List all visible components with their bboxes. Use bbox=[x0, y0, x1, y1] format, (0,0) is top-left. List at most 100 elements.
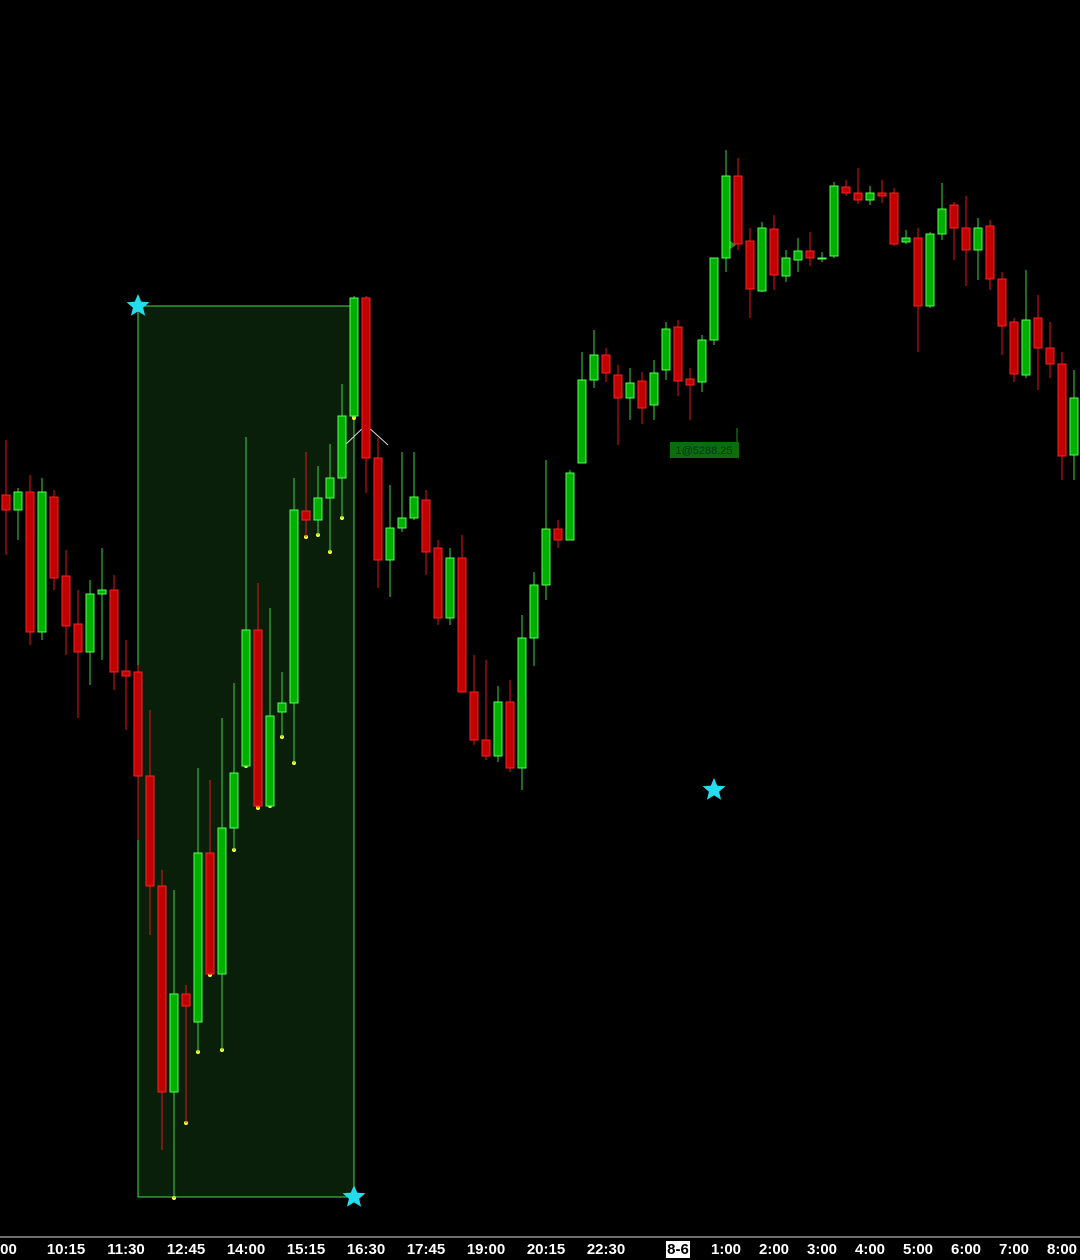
candle-body bbox=[469, 691, 479, 741]
star bbox=[702, 778, 726, 800]
order-label: 1@5288.25 bbox=[675, 445, 732, 457]
candle-body bbox=[193, 852, 203, 1023]
candle-body bbox=[565, 472, 575, 541]
candle-body bbox=[589, 354, 599, 381]
candle-body bbox=[1009, 321, 1019, 375]
candle-body bbox=[85, 593, 95, 653]
candle-body bbox=[721, 175, 731, 259]
candle-body bbox=[841, 186, 851, 194]
candle-body bbox=[649, 372, 659, 406]
x-tick-label: 5:00 bbox=[903, 1241, 933, 1258]
candle-body bbox=[421, 499, 431, 553]
candle-body bbox=[997, 278, 1007, 327]
candle-body bbox=[757, 227, 767, 292]
candle-body bbox=[1045, 347, 1055, 365]
candle-body bbox=[229, 772, 239, 829]
x-tick-label: 8:00 bbox=[1047, 1241, 1077, 1258]
x-tick-label: 15:15 bbox=[287, 1241, 325, 1258]
x-tick-label: 12:45 bbox=[167, 1241, 205, 1258]
candle-body bbox=[49, 496, 59, 579]
candle-body bbox=[73, 623, 83, 653]
candle-body bbox=[337, 415, 347, 479]
date-box bbox=[666, 1241, 690, 1258]
candle-body bbox=[817, 257, 827, 260]
candle-body bbox=[97, 589, 107, 595]
candle-body bbox=[325, 477, 335, 499]
candle-body bbox=[853, 192, 863, 201]
candle-body bbox=[745, 240, 755, 290]
candle-body bbox=[289, 509, 299, 704]
candle-body bbox=[481, 739, 491, 757]
candle-body bbox=[781, 257, 791, 277]
candle-body bbox=[241, 629, 251, 767]
x-tick-label: 1:00 bbox=[711, 1241, 741, 1258]
candle-body bbox=[541, 528, 551, 586]
candle-body bbox=[397, 517, 407, 529]
candle-body bbox=[889, 192, 899, 245]
candle-body bbox=[385, 527, 395, 561]
candle-body bbox=[1069, 397, 1079, 456]
candle-body bbox=[169, 993, 179, 1093]
candle-body bbox=[805, 250, 815, 259]
candle-body bbox=[949, 204, 959, 229]
candle-body bbox=[625, 382, 635, 399]
star bbox=[342, 1185, 366, 1207]
candle-body bbox=[661, 328, 671, 371]
candle-body bbox=[157, 885, 167, 1093]
candle-body bbox=[601, 354, 611, 374]
candle-body bbox=[553, 528, 563, 541]
candle-body bbox=[253, 629, 263, 807]
x-tick-label: 17:45 bbox=[407, 1241, 445, 1258]
candle-body bbox=[985, 225, 995, 280]
candle-body bbox=[1057, 363, 1067, 457]
candle-body bbox=[613, 374, 623, 399]
candle-body bbox=[829, 185, 839, 257]
candle-body bbox=[577, 379, 587, 464]
x-tick-label: 14:00 bbox=[227, 1241, 265, 1258]
x-tick-label: 2:00 bbox=[759, 1241, 789, 1258]
candle-body bbox=[517, 637, 527, 769]
x-tick-label: 16:30 bbox=[347, 1241, 385, 1258]
x-tick-label: 6:00 bbox=[951, 1241, 981, 1258]
candle-body bbox=[913, 237, 923, 307]
candle-body bbox=[709, 257, 719, 341]
candle-body bbox=[925, 233, 935, 307]
candle-body bbox=[145, 775, 155, 887]
candle-body bbox=[769, 228, 779, 276]
star bbox=[126, 294, 150, 316]
x-tick-label: 10:15 bbox=[47, 1241, 85, 1258]
candle-body bbox=[1, 494, 11, 511]
candle-body bbox=[25, 491, 35, 633]
candle-body bbox=[637, 380, 647, 409]
x-tick-label: :00 bbox=[0, 1241, 17, 1258]
candle-body bbox=[1033, 317, 1043, 349]
candle-body bbox=[109, 589, 119, 673]
x-tick-label: 8-6 bbox=[667, 1241, 689, 1258]
candle-body bbox=[61, 575, 71, 627]
candle-body bbox=[697, 339, 707, 383]
candle-body bbox=[361, 297, 371, 459]
order-label-bg bbox=[670, 442, 739, 458]
candle-body bbox=[1021, 319, 1031, 376]
candle-body bbox=[937, 208, 947, 235]
candle-body bbox=[505, 701, 515, 769]
x-tick-label: 4:00 bbox=[855, 1241, 885, 1258]
candle-body bbox=[877, 192, 887, 197]
x-tick-label: 19:00 bbox=[467, 1241, 505, 1258]
candle-body bbox=[181, 993, 191, 1007]
candle-body bbox=[277, 702, 287, 713]
candle-body bbox=[865, 192, 875, 201]
candle-body bbox=[349, 297, 359, 417]
candle-body bbox=[733, 175, 743, 245]
candle-body bbox=[445, 557, 455, 619]
candle-body bbox=[793, 250, 803, 261]
x-tick-label: 20:15 bbox=[527, 1241, 565, 1258]
candle-body bbox=[673, 326, 683, 382]
candle-body bbox=[301, 510, 311, 521]
candle-body bbox=[493, 701, 503, 757]
candle-body bbox=[373, 457, 383, 561]
candle-body bbox=[409, 496, 419, 519]
candle-body bbox=[433, 547, 443, 619]
